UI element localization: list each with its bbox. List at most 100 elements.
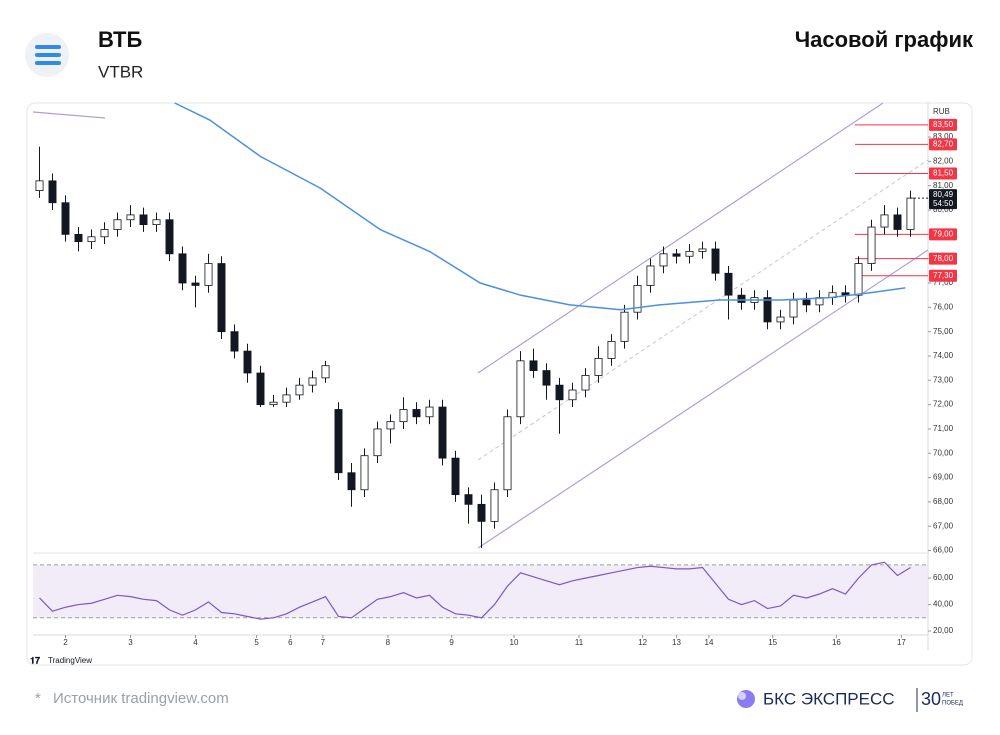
candle-body [906, 197, 915, 230]
candle-body [438, 406, 447, 459]
level-tag [929, 228, 957, 241]
x-tick-label: 3 [128, 638, 133, 647]
x-tick-label: 17 [897, 638, 906, 647]
candle-body [386, 421, 395, 430]
candle-body [334, 409, 343, 474]
candle-body [607, 340, 616, 359]
y-tick-label: 70,00 [933, 448, 954, 457]
candle-body [490, 489, 499, 522]
candle-body [256, 372, 265, 406]
x-tick-label: 14 [705, 638, 714, 647]
candle-body [347, 472, 356, 491]
candle-body [893, 214, 902, 230]
candle-body [880, 214, 889, 228]
y-tick-label: 66,00 [933, 546, 954, 555]
candle-body [48, 180, 57, 204]
candle-body [35, 180, 44, 191]
brand-logo-dot [738, 692, 746, 700]
logo-stripe [35, 61, 61, 65]
channel-lower [477, 249, 929, 549]
countdown: 54:50 [933, 199, 954, 208]
y-tick-label: 67,00 [933, 521, 954, 530]
logo-stripe [35, 45, 61, 49]
candle-body [646, 265, 655, 286]
candle-body [126, 214, 135, 221]
chart-panel [26, 102, 973, 666]
watermark-logo: 𝟏𝟕 [30, 655, 40, 665]
candle-body [321, 365, 330, 379]
candle-body [568, 389, 577, 401]
level-tag [929, 118, 957, 131]
candle-body [516, 360, 525, 418]
y-tick-label: 82,00 [933, 156, 954, 165]
candle-body [867, 226, 876, 264]
anniversary-bottom: ПОБЕД [942, 701, 963, 707]
title: ВТБ [98, 27, 142, 52]
candle-body [633, 285, 642, 313]
ticker: VTBR [98, 62, 143, 81]
x-tick-label: 11 [575, 638, 584, 647]
rsi-tick-label: 60,00 [933, 573, 954, 582]
candle-body [178, 253, 187, 284]
candle-body [685, 250, 694, 257]
candle-body [542, 370, 551, 386]
candle-body [672, 253, 681, 257]
candle-body [100, 229, 109, 238]
candle-body [802, 299, 811, 306]
candle-body [581, 375, 590, 391]
candle-body [139, 214, 148, 226]
candle-body [360, 455, 369, 491]
x-tick-label: 7 [321, 638, 326, 647]
y-tick-label: 81,00 [933, 181, 954, 190]
level-label: 79,00 [933, 229, 954, 238]
candle-body [243, 350, 252, 374]
logo-stripe [35, 53, 61, 57]
y-tick-label: 83,00 [933, 132, 954, 141]
candle-body [373, 428, 382, 457]
x-tick-label: 4 [193, 638, 198, 647]
rsi-tick-label: 20,00 [933, 626, 954, 635]
candle-body [308, 377, 317, 386]
y-tick-label: 73,00 [933, 375, 954, 384]
candle-body [529, 360, 538, 371]
level-tag [929, 252, 957, 265]
x-tick-label: 12 [638, 638, 647, 647]
candle-body [737, 294, 746, 303]
x-tick-label: 5 [254, 638, 259, 647]
candle-body [711, 248, 720, 274]
candle-body [269, 401, 278, 406]
candle-body [620, 311, 629, 342]
candle-body [724, 272, 733, 296]
currency: RUB [933, 107, 950, 116]
y-tick-label: 72,00 [933, 400, 954, 409]
y-tick-label: 71,00 [933, 424, 954, 433]
candle-body [113, 219, 122, 230]
candle-body [204, 263, 213, 286]
rsi-band [33, 564, 928, 618]
candle-body [425, 406, 434, 418]
x-tick-label: 15 [768, 638, 777, 647]
level-label: 77,30 [933, 271, 954, 280]
x-tick-label: 2 [63, 638, 68, 647]
level-tag [929, 269, 957, 282]
candle-body [555, 384, 564, 401]
anniversary-top: ЛЕТ [942, 693, 954, 699]
channel-mid [477, 159, 929, 461]
y-tick-label: 77,00 [933, 278, 954, 287]
level-label: 83,50 [933, 120, 954, 129]
y-tick-label: 74,00 [933, 351, 954, 360]
y-tick-label: 76,00 [933, 302, 954, 311]
x-tick-label: 13 [672, 638, 681, 647]
level-tag [929, 138, 957, 151]
chart-kind: Часовой график [795, 27, 974, 52]
y-tick-label: 75,00 [933, 327, 954, 336]
candle-body [61, 202, 70, 235]
trend-line [32, 111, 106, 119]
x-tick-label: 10 [510, 638, 519, 647]
footer-source: Источник tradingview.com [53, 690, 229, 707]
candle-body [295, 384, 304, 396]
candle-body [763, 297, 772, 323]
level-tag [929, 167, 957, 180]
